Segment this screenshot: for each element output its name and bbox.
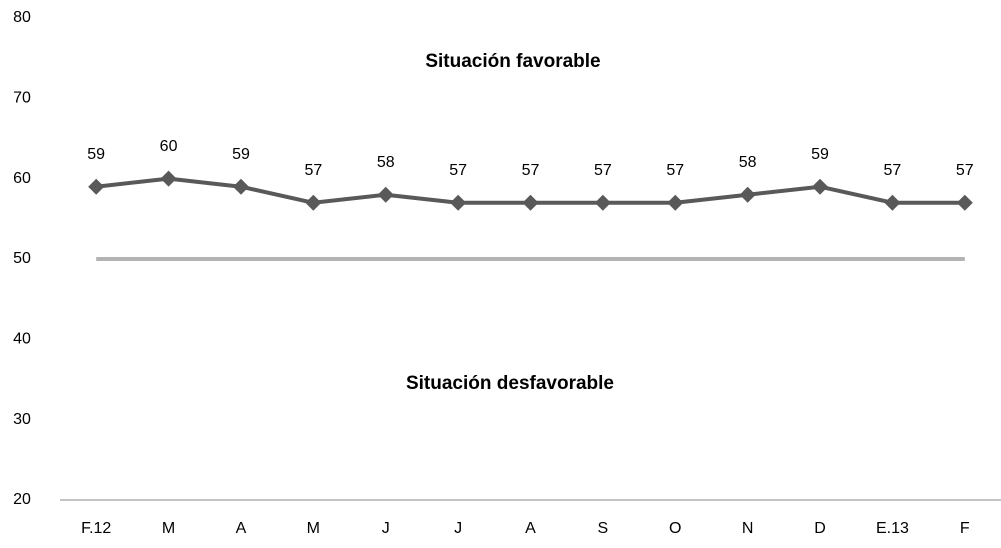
- x-tick-label: J: [382, 520, 390, 537]
- marker: [812, 178, 829, 195]
- x-tick-label: F: [960, 520, 970, 537]
- x-tick-label: E.13: [876, 520, 909, 537]
- marker: [667, 194, 684, 211]
- y-tick-label: 50: [13, 250, 31, 267]
- y-tick-label: 20: [13, 491, 31, 508]
- data-label: 57: [304, 162, 322, 179]
- marker: [594, 194, 611, 211]
- marker: [522, 194, 539, 211]
- data-label: 57: [884, 162, 902, 179]
- x-tick-label: A: [236, 520, 247, 537]
- data-label: 57: [522, 162, 540, 179]
- marker: [88, 178, 105, 195]
- data-label: 57: [449, 162, 467, 179]
- data-label: 59: [811, 146, 829, 163]
- marker: [377, 186, 394, 203]
- data-label: 59: [232, 146, 250, 163]
- annotation: Situación favorable: [425, 51, 600, 72]
- x-tick-label: A: [525, 520, 536, 537]
- marker: [884, 194, 901, 211]
- data-label: 57: [956, 162, 974, 179]
- x-tick-label: N: [742, 520, 754, 537]
- marker: [739, 186, 756, 203]
- annotation: Situación desfavorable: [406, 373, 614, 394]
- x-tick-label: D: [814, 520, 826, 537]
- y-tick-label: 80: [13, 9, 31, 26]
- x-tick-label: O: [669, 520, 681, 537]
- marker: [160, 170, 177, 187]
- x-tick-label: J: [454, 520, 462, 537]
- data-label: 58: [377, 154, 395, 171]
- data-label: 58: [739, 154, 757, 171]
- y-tick-label: 40: [13, 331, 31, 348]
- marker: [956, 194, 973, 211]
- data-label: 57: [666, 162, 684, 179]
- data-label: 60: [160, 138, 178, 155]
- x-tick-label: F.12: [81, 520, 111, 537]
- data-label: 59: [87, 146, 105, 163]
- marker: [232, 178, 249, 195]
- marker: [450, 194, 467, 211]
- y-tick-label: 70: [13, 90, 31, 107]
- y-tick-label: 60: [13, 170, 31, 187]
- x-tick-label: M: [307, 520, 320, 537]
- marker: [305, 194, 322, 211]
- x-tick-label: S: [598, 520, 609, 537]
- data-label: 57: [594, 162, 612, 179]
- y-tick-label: 30: [13, 411, 31, 428]
- x-tick-label: M: [162, 520, 175, 537]
